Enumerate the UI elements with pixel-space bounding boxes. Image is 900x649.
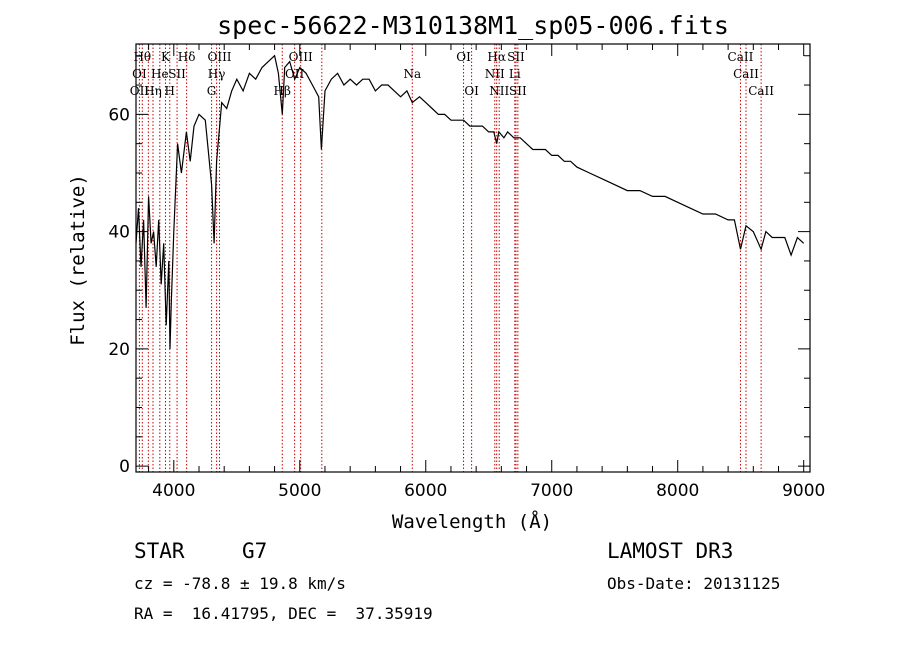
line-label: G [207,84,217,98]
plot-frame [135,43,811,473]
observation-date: Obs-Date: 20131125 [607,574,781,593]
object-subclass: G7 [242,539,268,563]
line-label: Hη [144,84,162,98]
line-label: Na [403,67,421,81]
line-label: OIII [289,50,313,64]
x-tick-label: 9000 [782,481,825,501]
line-label: He [151,67,169,81]
line-label: OII [285,67,305,81]
line-label: Hα [487,50,506,64]
line-label: OII [130,84,150,98]
line-label: K [161,50,171,64]
line-label: NII [489,84,509,98]
line-label: Hγ [208,67,226,81]
y-tick-label: 40 [108,223,130,243]
line-label: OI [132,67,147,81]
flux-series-line [135,54,805,349]
chart-title: spec-56622-M310138M1_sp05-006.fits [217,11,729,40]
line-label: NII [485,67,505,81]
y-tick-label: 60 [108,105,130,125]
x-tick-label: 8000 [656,481,699,501]
line-label: OI [456,50,471,64]
line-label: CaII [728,50,754,64]
line-label: CaII [733,67,759,81]
survey-name: LAMOST DR3 [607,539,734,563]
x-tick-label: 5000 [278,481,321,501]
redshift-cz: cz = -78.8 ± 19.8 km/s [134,574,346,593]
line-label: Hβ [274,84,291,98]
object-class: STAR [134,539,185,563]
x-tick-label: 6000 [404,481,447,501]
x-tick-label: 4000 [152,481,195,501]
y-axis-ticks: 0 20 40 60 [108,55,810,477]
line-label: CaII [748,84,774,98]
line-label: Hδ [178,50,196,64]
x-tick-label: 7000 [530,481,573,501]
reference-lines [138,44,762,472]
line-label: SII [168,67,186,81]
y-tick-label: 0 [119,457,130,477]
line-label: OIII [207,50,231,64]
x-axis-label: Wavelength (Å) [392,510,552,533]
line-label: Hθ [133,50,151,64]
x-axis-ticks: 4000 5000 6000 7000 8000 9000 [148,44,825,501]
y-axis-label: Flux (relative) [67,174,89,346]
line-label: SII [507,50,525,64]
line-label: OI [464,84,479,98]
line-label: Li [509,67,521,81]
line-label: SII [509,84,527,98]
coordinates: RA = 16.41795, DEC = 37.35919 [134,604,433,623]
y-tick-label: 20 [108,340,130,360]
line-label: H [165,84,175,98]
